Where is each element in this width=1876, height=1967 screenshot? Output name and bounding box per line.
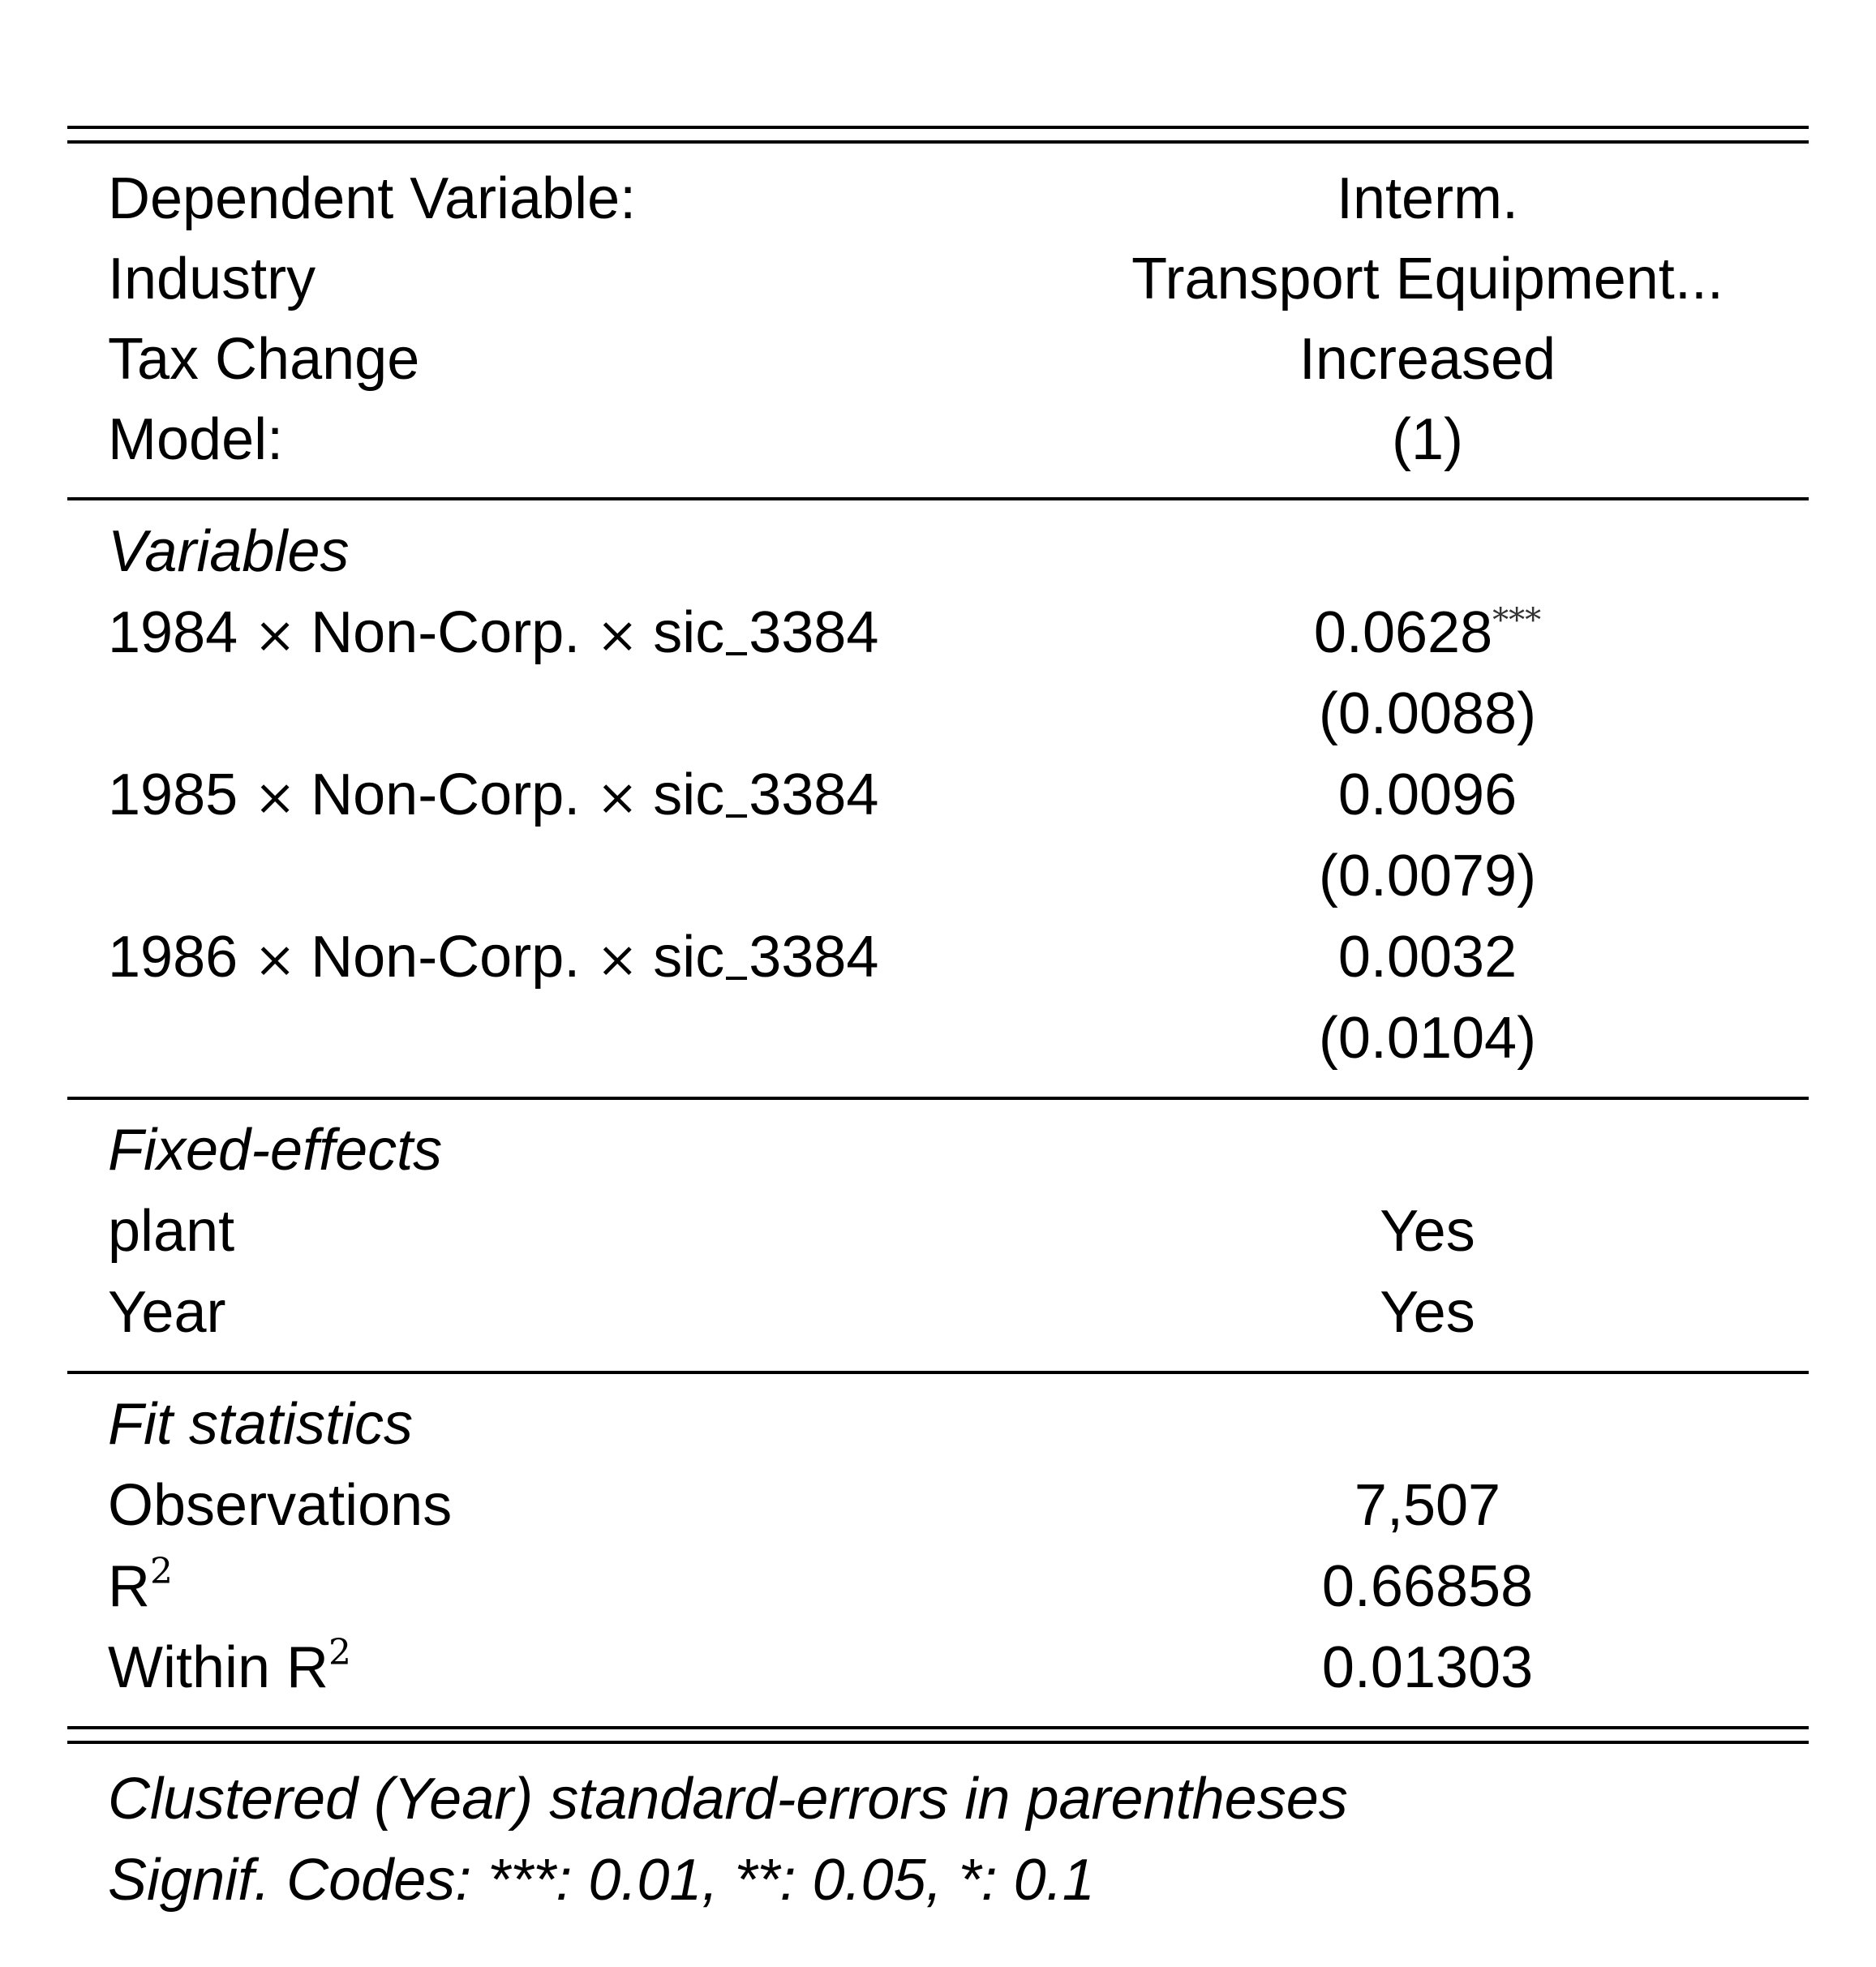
- variable-row: 1986 × Non-Corp. × sic 3384 0.0032: [0, 917, 1876, 998]
- underscore: [726, 652, 748, 655]
- fit-row-within-r2: Within R2 0.01303: [0, 1627, 1876, 1708]
- times-symbol: ×: [596, 767, 639, 827]
- section-heading: Fit statistics: [108, 1392, 414, 1457]
- header-value: Increased: [1299, 327, 1556, 392]
- fixed-effect-label: plant: [108, 1199, 235, 1264]
- within-r2-label-text: Within R: [108, 1635, 329, 1700]
- fixed-effect-row-plant: plant Yes: [0, 1191, 1876, 1272]
- header-value: (1): [1392, 407, 1463, 472]
- variable-row: 1985 × Non-Corp. × sic 3384 0.0096: [0, 754, 1876, 835]
- times-symbol: ×: [254, 605, 297, 664]
- section-heading: Fixed-effects: [108, 1118, 443, 1183]
- year: 1986: [108, 925, 238, 990]
- coefficient-value: 0.0032: [1337, 925, 1518, 990]
- within-r2-superscript: 2: [328, 1632, 352, 1673]
- fixed-effect-row-year: Year Yes: [0, 1272, 1876, 1353]
- sic-prefix: sic: [653, 762, 725, 827]
- bottom-rule-1: [67, 1726, 1809, 1729]
- header-row-industry: Industry Transport Equipment...: [0, 238, 1876, 320]
- header-label: Dependent Variable:: [108, 166, 637, 231]
- sic-code: 3384: [749, 925, 879, 990]
- fit-value: 0.01303: [1321, 1635, 1534, 1700]
- sic-prefix: sic: [653, 600, 725, 665]
- note-standard-errors: Clustered (Year) standard-errors in pare…: [0, 1759, 1876, 1840]
- sic-code: 3384: [749, 762, 879, 827]
- r2-superscript: 2: [150, 1551, 173, 1592]
- section-heading-variables: Variables: [0, 511, 1876, 592]
- section-heading: Variables: [108, 519, 350, 584]
- coefficient: 0.0032: [1022, 917, 1833, 998]
- top-rule-1: [67, 126, 1809, 129]
- standard-error-row: (0.0079): [0, 835, 1876, 917]
- bottom-rule-2: [67, 1741, 1809, 1744]
- header-value: Transport Equipment...: [1131, 247, 1724, 311]
- rule-after-variables: [67, 1097, 1809, 1100]
- header-label: Industry: [108, 247, 316, 311]
- fixed-effect-value: Yes: [1380, 1280, 1475, 1345]
- header-row-model: Model: (1): [0, 399, 1876, 480]
- fit-value: 0.66858: [1321, 1554, 1534, 1619]
- standard-error: (0.0079): [1318, 844, 1537, 908]
- variable-row: 1984 × Non-Corp. × sic 3384 0.0628***: [0, 592, 1876, 673]
- coefficient: 0.0096: [1022, 754, 1833, 835]
- times-symbol: ×: [596, 605, 639, 664]
- coefficient: 0.0628***: [1022, 592, 1833, 673]
- interaction-term: Non-Corp.: [311, 762, 581, 827]
- section-heading-fixed-effects: Fixed-effects: [0, 1110, 1876, 1191]
- interaction-term: Non-Corp.: [311, 600, 581, 665]
- fit-label: R2: [108, 1546, 173, 1627]
- times-symbol: ×: [596, 930, 639, 989]
- times-symbol: ×: [254, 930, 297, 989]
- sic-code: 3384: [749, 600, 879, 665]
- variable-label: 1984 × Non-Corp. × sic 3384: [108, 592, 878, 676]
- significance-stars: ***: [1492, 602, 1542, 639]
- sic-prefix: sic: [653, 925, 725, 990]
- fit-label: Observations: [108, 1473, 453, 1538]
- coefficient-value: 0.0096: [1337, 762, 1518, 827]
- fit-label: Within R2: [108, 1627, 351, 1708]
- fit-row-r2: R2 0.66858: [0, 1546, 1876, 1627]
- coefficient-value: 0.0628: [1313, 600, 1493, 665]
- year: 1984: [108, 600, 238, 665]
- fit-value: 7,507: [1354, 1473, 1501, 1538]
- header-label: Model:: [108, 407, 284, 472]
- year: 1985: [108, 762, 238, 827]
- underscore: [726, 814, 748, 818]
- standard-error-row: (0.0088): [0, 673, 1876, 754]
- note-text: Clustered (Year) standard-errors in pare…: [108, 1767, 1348, 1832]
- header-row-dependent-variable: Dependent Variable: Interm.: [0, 158, 1876, 239]
- standard-error-row: (0.0104): [0, 998, 1876, 1079]
- header-value: Interm.: [1336, 166, 1519, 231]
- fixed-effect-value: Yes: [1380, 1199, 1475, 1264]
- fit-row-observations: Observations 7,507: [0, 1465, 1876, 1546]
- header-row-tax-change: Tax Change Increased: [0, 319, 1876, 400]
- times-symbol: ×: [254, 767, 297, 827]
- variable-label: 1985 × Non-Corp. × sic 3384: [108, 754, 878, 838]
- interaction-term: Non-Corp.: [311, 925, 581, 990]
- fixed-effect-label: Year: [108, 1280, 226, 1345]
- section-heading-fit-statistics: Fit statistics: [0, 1384, 1876, 1465]
- top-rule-2: [67, 140, 1809, 144]
- note-text: Signif. Codes: ***: 0.01, **: 0.05, *: 0…: [108, 1848, 1095, 1913]
- header-label: Tax Change: [108, 327, 420, 392]
- standard-error: (0.0088): [1318, 681, 1537, 746]
- variable-label: 1986 × Non-Corp. × sic 3384: [108, 917, 878, 1000]
- rule-after-header: [67, 497, 1809, 500]
- rule-after-fixed-effects: [67, 1371, 1809, 1374]
- note-significance-codes: Signif. Codes: ***: 0.01, **: 0.05, *: 0…: [0, 1840, 1876, 1921]
- r2-label-text: R: [108, 1554, 150, 1619]
- standard-error: (0.0104): [1318, 1006, 1537, 1071]
- underscore: [726, 977, 748, 980]
